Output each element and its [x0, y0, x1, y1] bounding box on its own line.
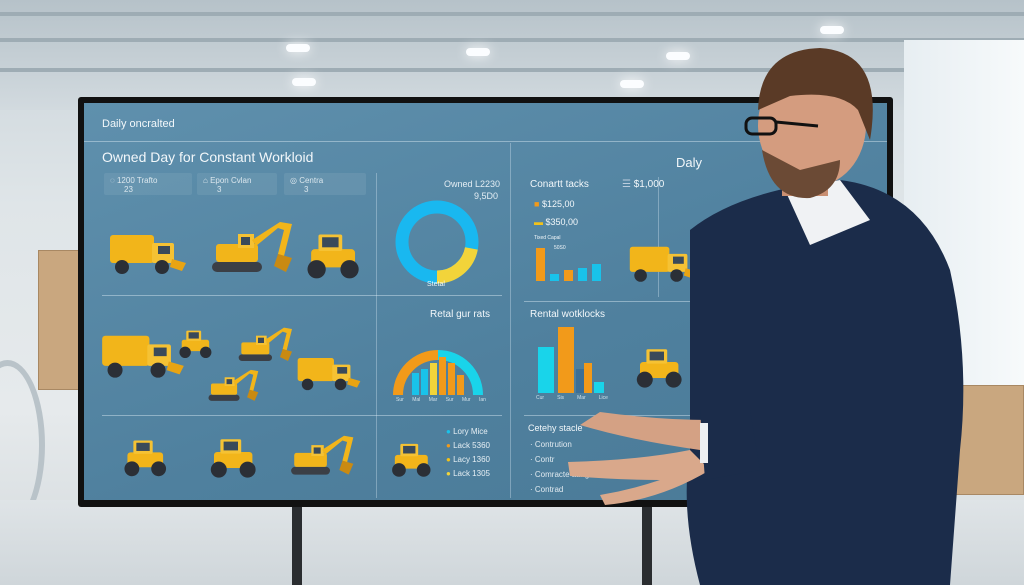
- left-panel-title: Owned Day for Constant Workloid: [102, 149, 314, 165]
- ceiling-beam: [0, 38, 1024, 42]
- contract-item: ▬ $350,00: [534, 217, 579, 227]
- tractor-image: [120, 437, 172, 479]
- bar: [576, 369, 584, 393]
- legend: ● Lory Mice ● Lack 5360 ● Lacy 1360 ● La…: [446, 425, 490, 481]
- safety-list: · Contrution · Contr · Comracte ating · …: [530, 437, 589, 497]
- bar: [578, 268, 587, 281]
- excavator-image: [288, 429, 358, 483]
- dump-truck-image: [100, 319, 186, 389]
- ceiling-lamp: [620, 80, 644, 88]
- ceiling: [0, 0, 1024, 110]
- gauge-icon: ◎: [290, 176, 300, 185]
- hand-upper: [580, 412, 710, 450]
- bar: [538, 347, 554, 393]
- ceiling-lamp: [292, 78, 316, 86]
- bar: [558, 327, 574, 393]
- divider: [510, 143, 511, 498]
- legend-item: ● Lack 5360: [446, 441, 490, 450]
- stat-card[interactable]: ◌ 1200 Trafto 23: [104, 173, 192, 195]
- donut-title: Owned L2230: [444, 179, 501, 189]
- donut-slice-yellow: [395, 200, 479, 284]
- menu-icon: ☰: [622, 179, 634, 190]
- contracts-total: ☰ $1,000: [622, 179, 665, 190]
- bulldozer-image: [236, 323, 296, 367]
- loader-image: [206, 365, 262, 407]
- legend-item: ● Lory Mice: [446, 427, 488, 436]
- rental-work-ticks: Cur Sis Mar Lice: [536, 395, 608, 401]
- user-icon: ⌂: [203, 176, 211, 185]
- list-item: · Comracte ating: [530, 470, 590, 479]
- suit-sleeve: [700, 410, 760, 480]
- roller-image: [296, 345, 362, 399]
- donut-subtitle: 9,5D0: [474, 191, 499, 201]
- divider: [658, 177, 659, 297]
- ceiling-lamp: [466, 48, 490, 56]
- monitor-stand-leg: [292, 505, 302, 585]
- suit-jacket: [686, 180, 964, 585]
- bar: [412, 373, 419, 395]
- hand-lower: [568, 450, 710, 505]
- excavator-image: [208, 215, 298, 281]
- bar: [430, 363, 437, 395]
- bar: [536, 248, 545, 281]
- stacked-boxes: [38, 250, 80, 390]
- divider: [84, 141, 887, 142]
- donut-caption: Stetal: [427, 281, 445, 288]
- divider: [102, 415, 502, 416]
- gauge-arc-orange: [393, 350, 439, 396]
- bar: [584, 363, 592, 393]
- ceiling-lamp: [666, 52, 690, 60]
- chart-label: Tixed Capal: [534, 235, 561, 241]
- gauge-bar-chart: [393, 350, 483, 396]
- glasses-icon: [744, 116, 778, 136]
- bar: [439, 357, 446, 395]
- gauge-arc-cyan: [437, 350, 483, 396]
- contracts-bar-chart: [534, 243, 604, 281]
- rental-work-bar-chart: [534, 327, 606, 393]
- bar: [457, 375, 464, 395]
- safety-title: Cetehy stacle: [528, 423, 583, 433]
- bar: [550, 274, 559, 281]
- tractor-image: [176, 327, 216, 361]
- donut-chart: [395, 200, 479, 284]
- bar: [421, 369, 428, 395]
- contract-item: ■ $125,00: [534, 199, 575, 209]
- bar-note: 50S0: [554, 245, 566, 251]
- monitor-stand-leg: [642, 505, 652, 585]
- stat-card[interactable]: ⌂ Epon Cvlan 3: [197, 173, 277, 195]
- bar: [448, 363, 455, 395]
- bar: [594, 382, 604, 393]
- dump-truck-image: [108, 227, 188, 277]
- bar: [592, 264, 601, 281]
- right-panel-title: Daly: [676, 155, 703, 170]
- tractor-image: [206, 433, 262, 483]
- list-item: · Contrution: [530, 440, 572, 449]
- stat-card[interactable]: ◎ Centra 3: [284, 173, 366, 195]
- beard: [762, 150, 840, 199]
- divider: [376, 173, 377, 498]
- contracts-title: Conartt tacks: [530, 179, 589, 190]
- tractor-image: [388, 439, 436, 481]
- legend-item: ● Lacy 1360: [446, 455, 490, 464]
- dashboard-header: Daily oncralted: [102, 118, 175, 130]
- shirt-cuff: [700, 423, 708, 463]
- tractor-image: [302, 229, 366, 283]
- presenter-man: [568, 48, 964, 585]
- ceiling-beam: [0, 68, 1024, 72]
- list-item: · Contr: [530, 455, 555, 464]
- rental-work-title: Rental wotklocks: [530, 309, 606, 320]
- clock-icon: ◌: [110, 176, 117, 185]
- list-item: · Contrad: [530, 485, 564, 494]
- ceiling-lamp: [286, 44, 310, 52]
- gauge-title: Retal gur rats: [430, 309, 491, 320]
- legend-item: ● Lack 1305: [446, 469, 490, 478]
- bar: [564, 270, 573, 281]
- gauge-ticks: Sur Mal Mar Sur Mur Ian: [396, 397, 486, 403]
- divider: [102, 295, 502, 296]
- ceiling-lamp: [820, 26, 844, 34]
- ceiling-beam: [0, 12, 1024, 16]
- hair: [758, 48, 873, 140]
